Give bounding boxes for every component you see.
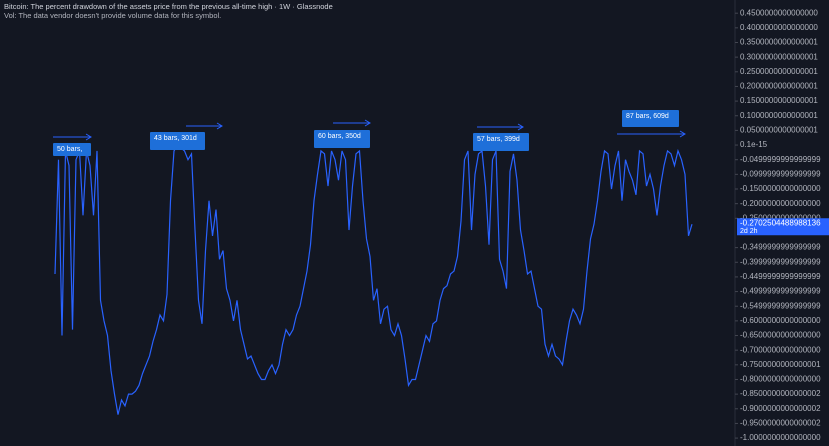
annotation-arrowhead bbox=[216, 122, 223, 130]
y-tick-label: -0.7500000000000001 bbox=[740, 360, 821, 369]
countdown-label: 2d 2h bbox=[740, 228, 758, 235]
y-tick-label: -0.4999999999999999 bbox=[740, 287, 821, 296]
y-tick-label: -0.3499999999999999 bbox=[740, 243, 821, 252]
chart-title: Bitcoin: The percent drawdown of the ass… bbox=[4, 2, 333, 11]
annotation-box bbox=[150, 132, 205, 150]
y-tick-label: -0.6000000000000000 bbox=[740, 316, 821, 325]
annotation-arrowhead bbox=[364, 119, 371, 127]
last-value-label: -0.2702504488988136 bbox=[740, 218, 821, 227]
y-tick-label: 0.4000000000000000 bbox=[740, 23, 818, 32]
y-tick-label: 0.3000000000000001 bbox=[740, 52, 818, 61]
annotation-label: 50 bars, bbox=[57, 146, 82, 153]
chart-subtitle: Vol: The data vendor doesn't provide vol… bbox=[4, 11, 221, 20]
annotation-label: 43 bars, 301d bbox=[154, 135, 197, 142]
y-tick-label: -1.0000000000000000 bbox=[740, 433, 821, 442]
y-tick-label: -0.6500000000000000 bbox=[740, 331, 821, 340]
y-tick-label: 0.3500000000000001 bbox=[740, 38, 818, 47]
y-tick-label: -0.0999999999999999 bbox=[740, 169, 821, 178]
y-tick-label: 0.1000000000000001 bbox=[740, 111, 818, 120]
y-tick-label: 0.1e-15 bbox=[740, 140, 768, 149]
y-tick-label: 0.0500000000000001 bbox=[740, 126, 818, 135]
annotation-arrowhead bbox=[679, 130, 686, 138]
last-value-box bbox=[737, 218, 829, 236]
annotation-arrowhead bbox=[517, 123, 524, 131]
y-tick-label: 0.1500000000000001 bbox=[740, 96, 818, 105]
annotation-arrowhead bbox=[85, 133, 92, 141]
annotation-label: 60 bars, 350d bbox=[318, 133, 361, 140]
y-tick-label: -0.3999999999999999 bbox=[740, 257, 821, 266]
y-tick-label: -0.7000000000000000 bbox=[740, 345, 821, 354]
y-tick-label: -0.5499999999999999 bbox=[740, 301, 821, 310]
y-tick-label: -0.9500000000000002 bbox=[740, 419, 821, 428]
annotation-label: 57 bars, 399d bbox=[477, 136, 520, 143]
y-tick-label: -0.1500000000000000 bbox=[740, 184, 821, 193]
y-tick-label: 0.2000000000000001 bbox=[740, 82, 818, 91]
y-tick-label: -0.0499999999999999 bbox=[740, 155, 821, 164]
y-tick-label: -0.8000000000000000 bbox=[740, 375, 821, 384]
y-tick-label: -0.9000000000000002 bbox=[740, 404, 821, 413]
y-tick-label: -0.2500000000000000 bbox=[740, 213, 821, 222]
y-tick-label: -0.8500000000000002 bbox=[740, 389, 821, 398]
y-tick-label: 0.2500000000000001 bbox=[740, 67, 818, 76]
annotation-box bbox=[314, 130, 370, 148]
y-tick-label: -0.4499999999999999 bbox=[740, 272, 821, 281]
annotation-label: 87 bars, 609d bbox=[626, 113, 669, 120]
annotation-box bbox=[53, 143, 91, 156]
line-series bbox=[54, 144, 693, 415]
y-tick-label: 0.4500000000000000 bbox=[740, 8, 818, 17]
annotation-box bbox=[622, 110, 679, 127]
y-tick-label: -0.2000000000000000 bbox=[740, 199, 821, 208]
annotation-box bbox=[473, 133, 529, 151]
